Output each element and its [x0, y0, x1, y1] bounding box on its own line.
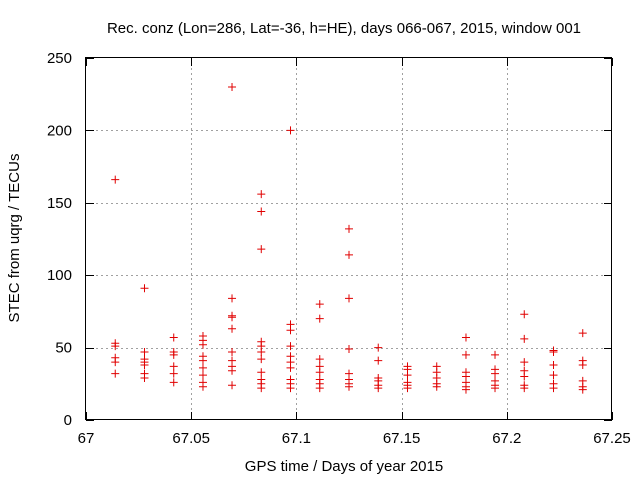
- data-point: [461, 350, 470, 359]
- data-point: [228, 313, 237, 322]
- data-point: [228, 366, 237, 375]
- data-point: [111, 369, 120, 378]
- data-point: [198, 371, 207, 380]
- data-points: [111, 82, 587, 394]
- data-point: [228, 324, 237, 333]
- data-point: [169, 362, 178, 371]
- plot-frame: [85, 57, 612, 420]
- data-point: [578, 329, 587, 338]
- data-point: [520, 384, 529, 393]
- data-point: [169, 350, 178, 359]
- data-point: [228, 381, 237, 390]
- data-point: [198, 363, 207, 372]
- data-point: [257, 384, 266, 393]
- x-tick-label: 67.15: [383, 430, 421, 447]
- data-point: [578, 360, 587, 369]
- data-point: [345, 250, 353, 259]
- x-axis-label: GPS time / Days of year 2015: [245, 458, 443, 475]
- axis-ticks: 67 67.05 67.1 67.15 67.2 67.25 0 50 100 150 200 250: [47, 50, 631, 447]
- data-point: [257, 245, 266, 254]
- data-point: [286, 384, 295, 393]
- data-point: [286, 126, 295, 135]
- data-point: [140, 360, 149, 369]
- chart-title: Rec. conz (Lon=286, Lat=-36, h=HE), days…: [107, 20, 581, 37]
- data-point: [169, 333, 178, 342]
- data-point: [491, 384, 500, 393]
- data-point: [228, 294, 237, 303]
- data-point: [491, 369, 500, 378]
- data-point: [520, 358, 529, 367]
- data-point: [549, 371, 558, 380]
- y-tick-label: 50: [55, 340, 72, 357]
- data-point: [286, 326, 295, 335]
- data-point: [345, 224, 353, 233]
- grid-lines: [86, 58, 612, 420]
- data-point: [461, 333, 470, 342]
- data-point: [374, 356, 383, 365]
- y-tick-label: 0: [64, 412, 72, 429]
- data-point: [198, 382, 207, 391]
- y-tick-label: 100: [47, 267, 72, 284]
- data-point: [111, 342, 120, 351]
- data-point: [140, 347, 149, 356]
- y-tick-label: 150: [47, 195, 72, 212]
- x-tick-label: 67.05: [172, 430, 210, 447]
- data-point: [520, 310, 529, 319]
- data-point: [198, 356, 207, 365]
- x-tick-label: 67.25: [593, 430, 631, 447]
- data-point: [257, 355, 266, 364]
- data-point: [461, 385, 470, 394]
- data-point: [549, 360, 558, 369]
- y-axis-label: STEC from uqrg / TECUs: [6, 154, 23, 323]
- x-tick-label: 67: [78, 430, 95, 447]
- data-point: [374, 343, 383, 352]
- x-tick-label: 67.1: [282, 430, 311, 447]
- data-point: [257, 207, 266, 216]
- y-tick-label: 250: [47, 50, 72, 67]
- y-tick-label: 200: [47, 122, 72, 139]
- data-point: [549, 384, 558, 393]
- data-point: [315, 384, 324, 393]
- data-point: [345, 382, 353, 391]
- data-point: [432, 382, 441, 391]
- data-point: [257, 190, 266, 199]
- data-point: [140, 284, 149, 293]
- data-point: [286, 363, 295, 372]
- data-point: [140, 374, 149, 383]
- data-point: [315, 355, 324, 364]
- data-point: [169, 369, 178, 378]
- data-point: [403, 384, 412, 393]
- data-point: [315, 314, 324, 323]
- data-point: [228, 82, 237, 91]
- data-point: [549, 347, 558, 356]
- data-point: [345, 345, 353, 354]
- data-point: [169, 378, 178, 387]
- data-point: [315, 368, 324, 377]
- data-point: [403, 371, 412, 380]
- data-point: [578, 385, 587, 394]
- data-point: [198, 340, 207, 349]
- data-point: [286, 342, 295, 351]
- x-tick-label: 67.2: [492, 430, 521, 447]
- data-point: [345, 294, 353, 303]
- data-point: [520, 334, 529, 343]
- data-point: [228, 347, 237, 356]
- data-point: [520, 372, 529, 381]
- data-point: [111, 175, 120, 184]
- data-point: [315, 300, 324, 309]
- data-point: [374, 384, 383, 393]
- data-point: [491, 350, 500, 359]
- data-point: [257, 347, 266, 356]
- data-point: [111, 358, 120, 367]
- data-point: [257, 368, 266, 377]
